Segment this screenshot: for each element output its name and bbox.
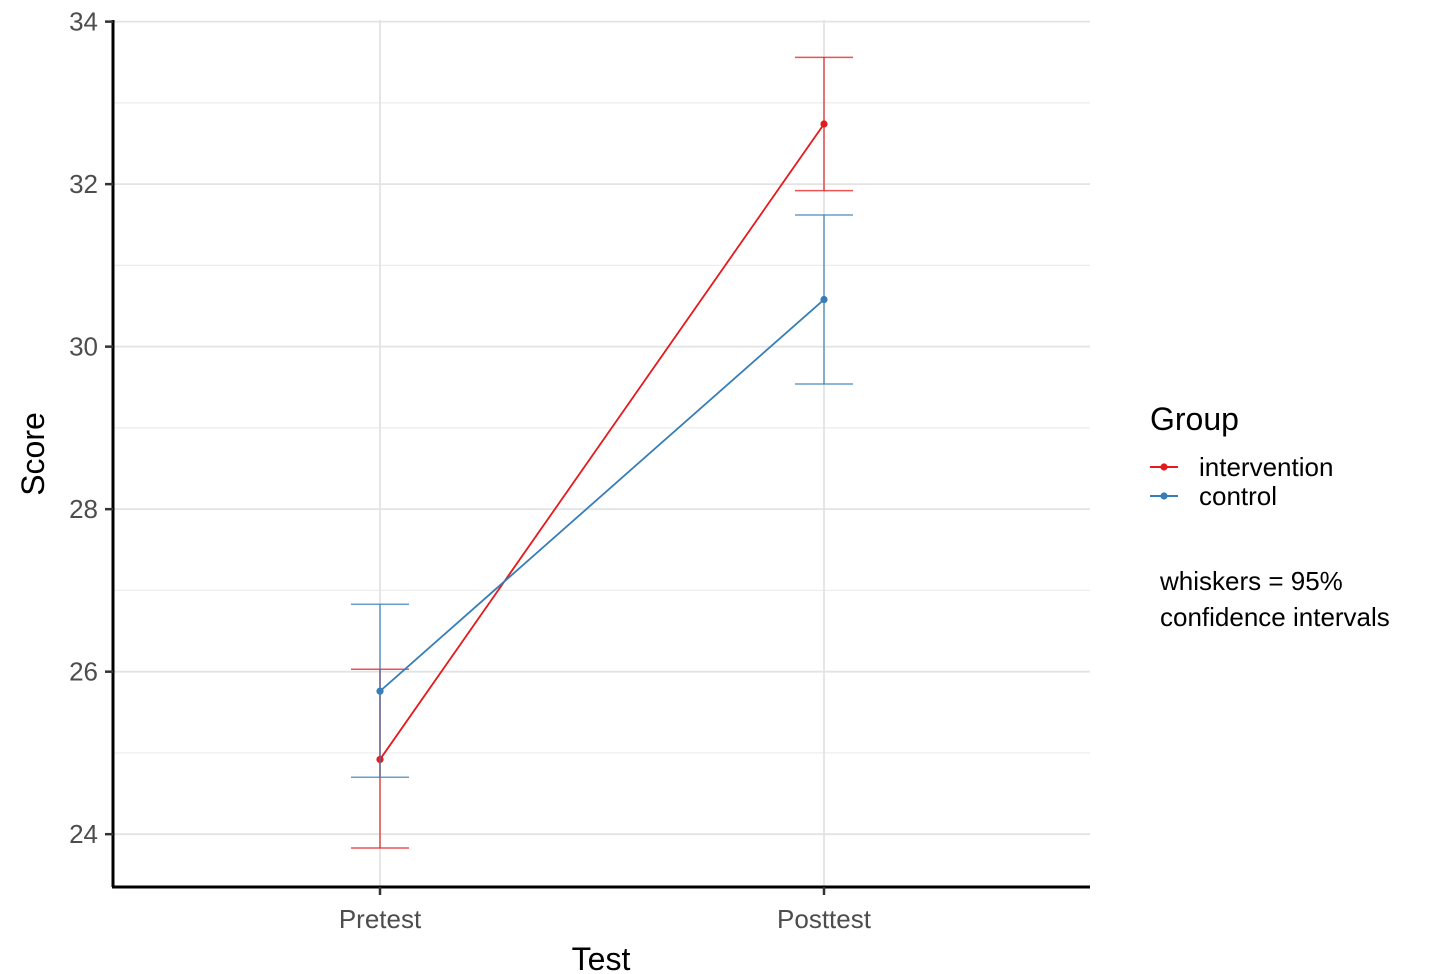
legend-item-intervention: intervention	[1150, 452, 1333, 482]
note-line-2: confidence intervals	[1160, 602, 1390, 632]
y-tick-label: 28	[69, 494, 98, 524]
y-tick-label: 24	[69, 819, 98, 849]
legend-label: intervention	[1199, 452, 1333, 482]
series-layer	[351, 56, 853, 849]
series-control	[351, 214, 853, 779]
legend-item-control: control	[1150, 481, 1277, 511]
legend-title: Group	[1150, 401, 1239, 437]
y-tick-label: 32	[69, 169, 98, 199]
x-tick-label: Pretest	[339, 904, 422, 934]
axes	[111, 20, 1090, 889]
y-tick-label: 30	[69, 332, 98, 362]
whiskers-note: whiskers = 95% confidence intervals	[1159, 566, 1390, 632]
legend-key-point	[1160, 463, 1168, 471]
series-intervention	[351, 56, 853, 849]
grid	[113, 20, 1090, 887]
x-tick-label: Posttest	[777, 904, 872, 934]
y-tick-label: 26	[69, 657, 98, 687]
legend-key-point	[1160, 492, 1168, 500]
data-point	[376, 687, 384, 695]
ticks: 24 26 28 30 32 34 Pretest Posttest	[69, 7, 872, 934]
series-line	[379, 123, 825, 760]
y-tick-label: 34	[69, 7, 98, 37]
y-axis-title: Score	[15, 412, 51, 496]
series-line	[379, 298, 825, 692]
data-point	[820, 295, 828, 304]
x-axis-title: Test	[572, 941, 631, 974]
legend-label: control	[1199, 481, 1277, 511]
data-point	[820, 120, 828, 128]
note-line-1: whiskers = 95%	[1159, 566, 1343, 596]
